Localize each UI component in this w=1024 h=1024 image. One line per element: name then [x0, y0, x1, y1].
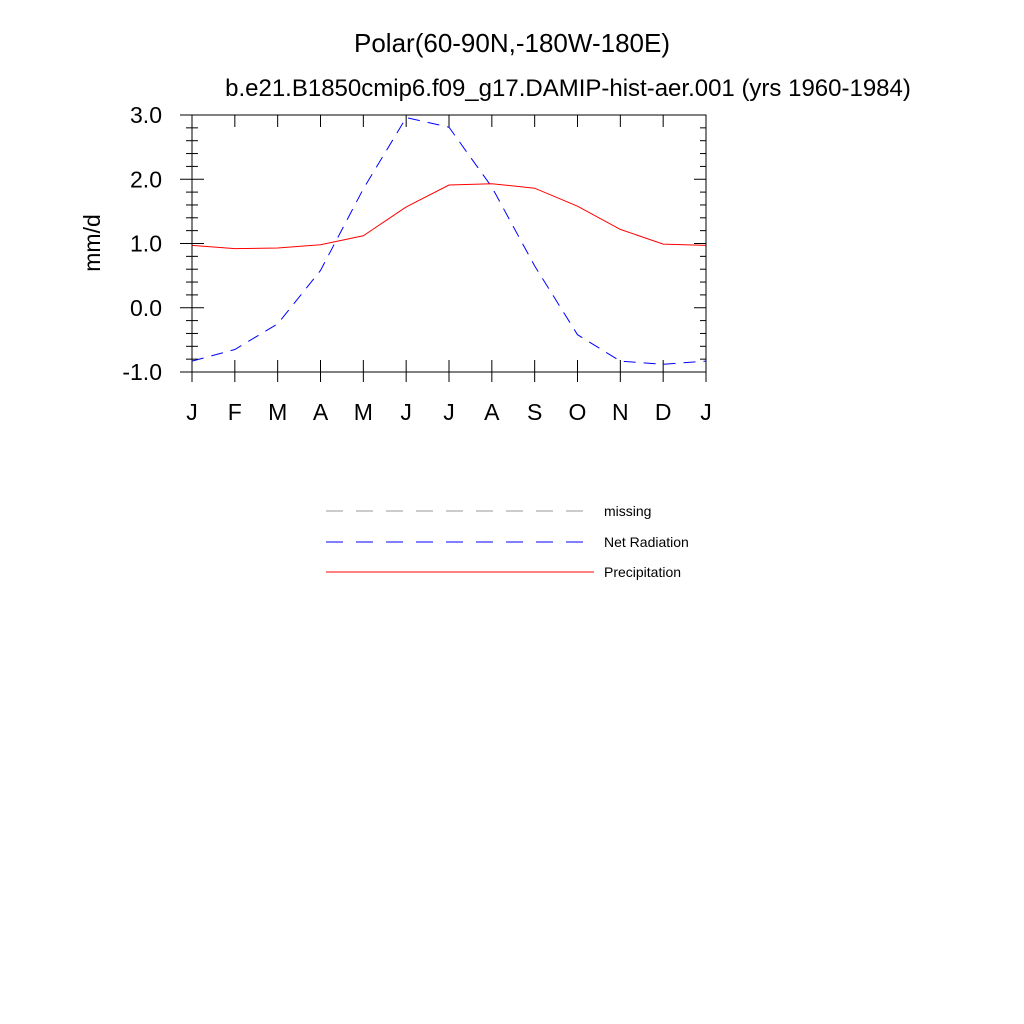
x-tick-label: J: [400, 399, 412, 425]
series-line-net-radiation: [191, 117, 707, 365]
x-tick-label: N: [612, 399, 629, 425]
x-tick-label: F: [228, 399, 242, 425]
x-tick-label: O: [569, 399, 587, 425]
y-tick-label: 3.0: [130, 102, 162, 128]
x-tick-label: D: [655, 399, 672, 425]
y-tick-label: 2.0: [130, 166, 162, 192]
series-line-precipitation: [191, 183, 707, 250]
x-tick-label: A: [313, 399, 329, 425]
chart-subtitle: b.e21.B1850cmip6.f09_g17.DAMIP-hist-aer.…: [225, 75, 911, 102]
x-tick-label: S: [527, 399, 542, 425]
y-tick-label: 0.0: [130, 295, 162, 321]
plot-frame: [191, 114, 707, 373]
chart-title: Polar(60-90N,-180W-180E): [354, 28, 670, 58]
y-tick-label: -1.0: [122, 359, 162, 385]
x-tick-label: A: [484, 399, 500, 425]
legend-label: Net Radiation: [604, 534, 689, 550]
y-tick-label: 1.0: [130, 231, 162, 257]
series-layer: [191, 117, 707, 365]
x-tick-label: M: [268, 399, 287, 425]
x-tick-label: J: [186, 399, 198, 425]
x-tick-label: M: [354, 399, 373, 425]
legend: missing Net Radiation Precipitation: [326, 503, 689, 580]
legend-label: Precipitation: [604, 564, 681, 580]
x-tick-label: J: [700, 399, 712, 425]
y-axis-label: mm/d: [79, 214, 105, 272]
x-tick-label: J: [443, 399, 455, 425]
legend-label: missing: [604, 503, 651, 519]
tick-labels-layer: J F M A M J J A S O N D J-1.00.01.02.03.0: [122, 102, 711, 425]
